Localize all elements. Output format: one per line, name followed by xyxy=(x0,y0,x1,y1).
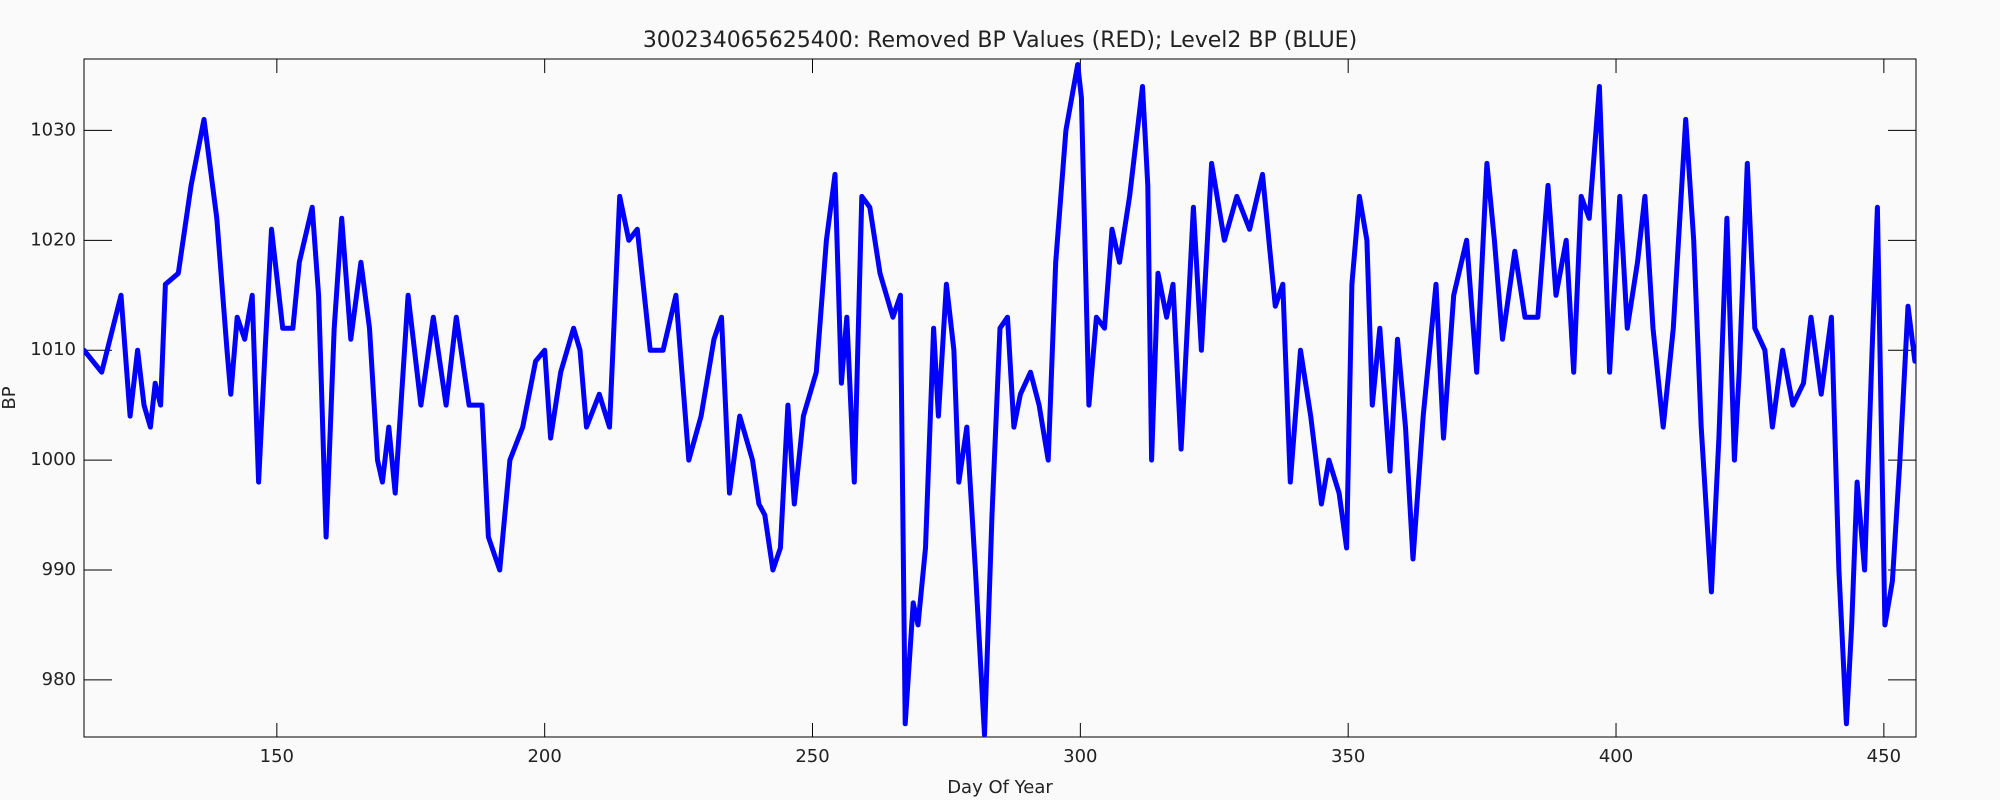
chart-title: 300234065625400: Removed BP Values (RED)… xyxy=(643,28,1357,53)
y-tick-label: 990 xyxy=(42,559,76,580)
x-axis-label: Day Of Year xyxy=(947,777,1053,798)
bp-line xyxy=(84,62,1916,737)
x-tick-label: 300 xyxy=(1063,746,1097,767)
y-tick-label: 1010 xyxy=(30,339,76,360)
x-tick-label: 250 xyxy=(795,746,829,767)
x-tick-label: 200 xyxy=(527,746,561,767)
x-tick-label: 350 xyxy=(1331,746,1365,767)
y-tick-label: 1020 xyxy=(30,229,76,250)
y-tick-label: 980 xyxy=(42,669,76,690)
x-tick-label: 450 xyxy=(1867,746,1901,767)
plot-frame xyxy=(83,58,1917,738)
y-tick-label: 1030 xyxy=(30,119,76,140)
x-tick-label: 400 xyxy=(1599,746,1633,767)
y-axis-label: BP xyxy=(0,386,20,409)
x-tick-label: 150 xyxy=(260,746,294,767)
y-tick-label: 1000 xyxy=(30,449,76,470)
